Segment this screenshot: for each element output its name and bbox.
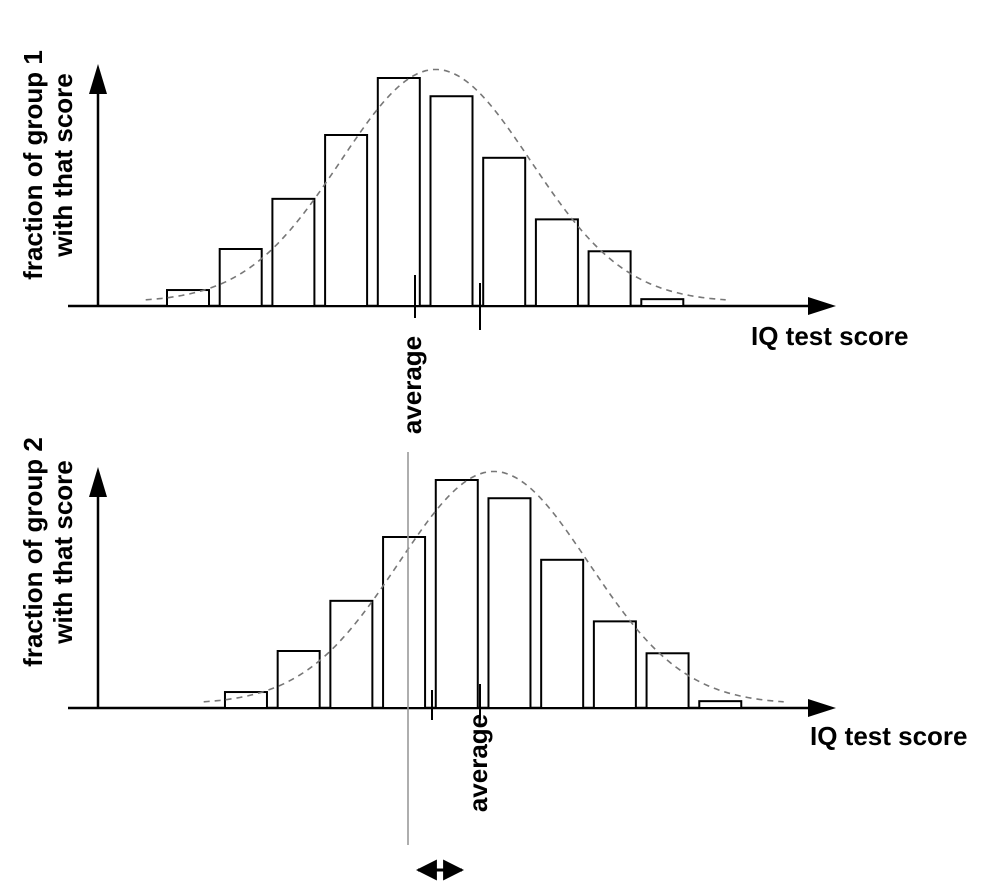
panel-group-2: fraction of group 2 with that score IQ t…	[18, 437, 968, 881]
bar-1-1	[166, 289, 210, 308]
bar-1-5	[376, 77, 421, 307]
x-axis-label-1: IQ test score	[751, 321, 909, 351]
bar-2-3	[329, 599, 374, 710]
bar-1-8	[534, 218, 579, 307]
y-axis-arrow-2	[89, 467, 107, 497]
bars-1	[166, 77, 685, 308]
bar-2-9	[645, 652, 690, 710]
distribution-curve-1	[145, 68, 726, 301]
x-axis-arrow-2	[808, 699, 836, 717]
bar-2-2	[276, 650, 321, 709]
bars-2	[223, 479, 743, 710]
bar-2-8	[592, 620, 637, 709]
bar-1-7	[482, 156, 527, 307]
x-axis-label-2: IQ test score	[810, 721, 968, 751]
y-axis-label-1-line1: fraction of group 1	[18, 50, 48, 280]
bar-1-4	[324, 134, 369, 307]
bar-2-7	[540, 558, 585, 709]
bar-1-6	[429, 95, 474, 307]
average-label-2: average	[463, 714, 493, 812]
y-axis-label-1-line2: with that score	[48, 73, 78, 257]
y-axis-label-2-line1: fraction of group 2	[18, 437, 48, 667]
bar-1-9	[587, 250, 632, 307]
bar-2-4	[382, 536, 427, 709]
bar-2-6	[487, 497, 532, 709]
bar-1-10	[640, 298, 685, 308]
y-axis-label-2-line2: with that score	[48, 460, 78, 644]
bar-2-10	[698, 700, 743, 709]
bar-1-2	[218, 248, 263, 307]
panel-group-1: fraction of group 1 with that score IQ t…	[18, 50, 909, 434]
bar-2-5	[434, 479, 479, 709]
x-axis-arrow-1	[808, 297, 836, 315]
y-axis-arrow-1	[89, 64, 107, 94]
average-label-1: average	[397, 336, 427, 434]
bar-1-3	[271, 197, 316, 307]
bar-2-1	[223, 691, 268, 709]
distribution-curve-2	[203, 470, 784, 703]
